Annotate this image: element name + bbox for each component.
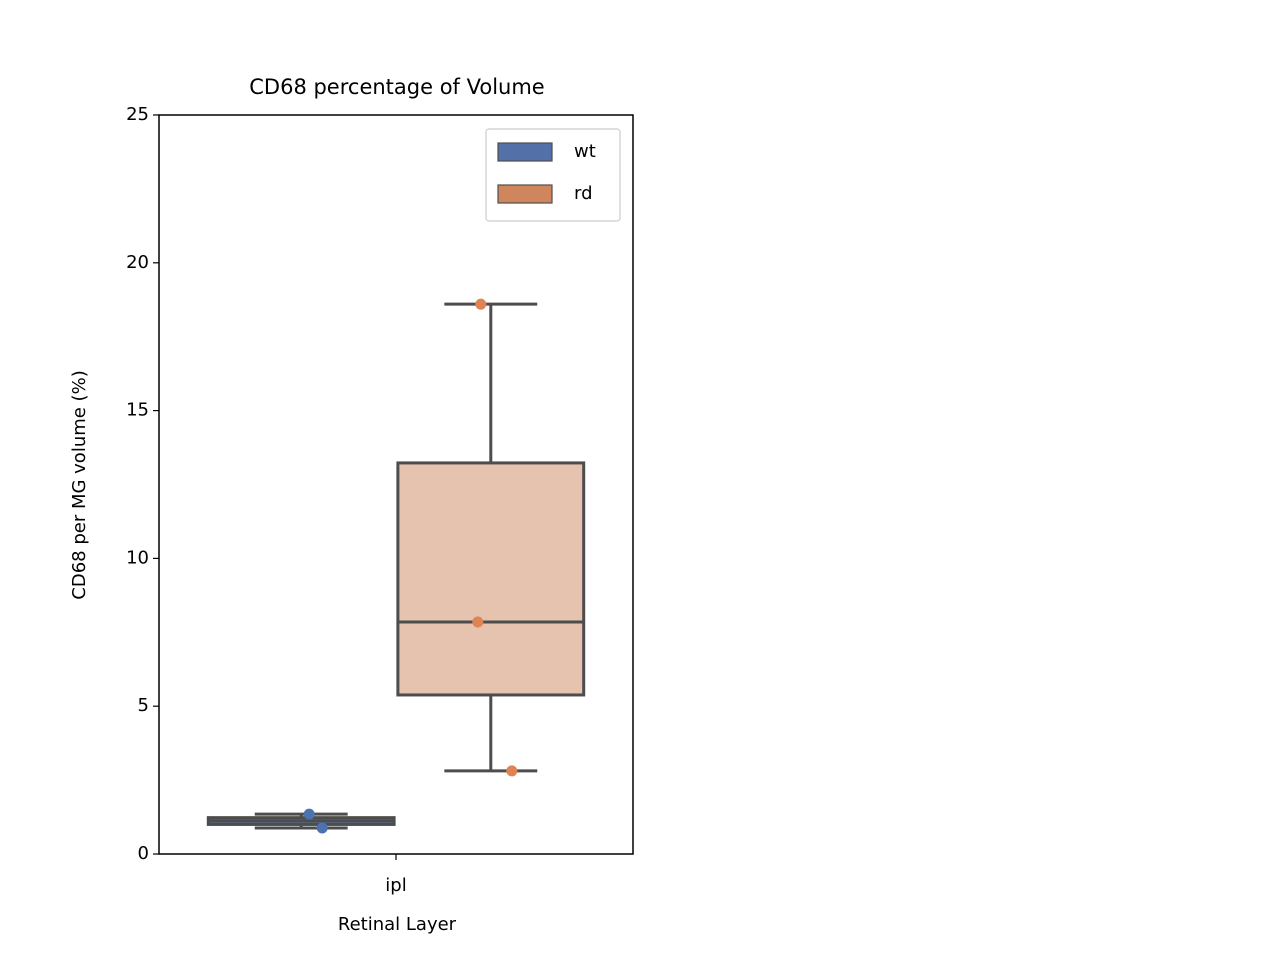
data-point xyxy=(472,616,484,628)
legend-label: rd xyxy=(574,183,593,204)
x-tick-label: ipl xyxy=(385,875,406,896)
y-axis-label: CD68 per MG volume (%) xyxy=(69,370,90,599)
y-tick-label: 5 xyxy=(138,695,149,716)
y-tick-label: 20 xyxy=(126,252,149,273)
y-tick-label: 10 xyxy=(126,547,149,568)
legend-swatch xyxy=(497,184,553,204)
plot-frame xyxy=(158,114,634,855)
data-point xyxy=(475,298,487,310)
legend-label: wt xyxy=(574,141,596,162)
box xyxy=(396,461,586,697)
legend-swatch xyxy=(497,142,553,162)
y-tick-label: 15 xyxy=(126,400,149,421)
data-point xyxy=(303,808,315,820)
x-axis-label: Retinal Layer xyxy=(338,914,457,935)
chart-title: CD68 percentage of Volume xyxy=(249,75,544,99)
y-tick-label: 0 xyxy=(138,843,149,864)
data-point xyxy=(316,822,328,834)
y-tick-label: 25 xyxy=(126,104,149,125)
data-point xyxy=(506,765,518,777)
